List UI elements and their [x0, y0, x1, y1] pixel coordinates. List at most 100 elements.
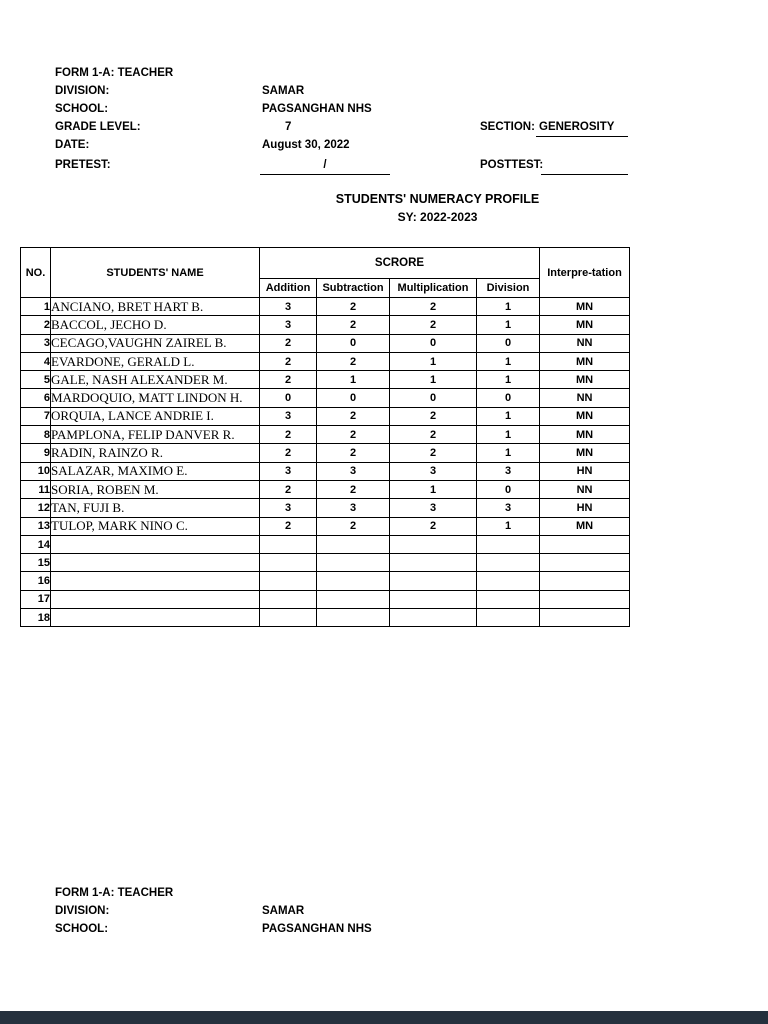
cell-multiplication: 2: [389, 406, 477, 427]
cell-subtraction: 2: [316, 406, 390, 427]
cell-subtraction: 2: [316, 315, 390, 335]
cell-division: 0: [475, 333, 541, 353]
cell-addition: 3: [259, 498, 317, 518]
cell-division: 1: [475, 296, 541, 317]
cell-student-name: SALAZAR, MAXIMO E.: [50, 461, 260, 481]
cell-row-number: 11: [20, 479, 51, 500]
section-value: GENEROSITY: [536, 120, 628, 137]
cell-subtraction: 0: [316, 388, 390, 408]
cell-student-name: [50, 534, 260, 555]
cell-subtraction: 2: [316, 443, 390, 463]
table-row: 9 RADIN, RAINZO R. 2 2 2 1 MN: [20, 443, 631, 463]
cell-row-number: 8: [20, 425, 51, 445]
cell-multiplication: 2: [389, 296, 477, 317]
cell-row-number: 1: [20, 296, 51, 317]
cell-addition: [259, 571, 317, 591]
table-row: 17: [20, 589, 631, 610]
cell-multiplication: [389, 589, 477, 610]
table-row: 4 EVARDONE, GERALD L. 2 2 1 1 MN: [20, 351, 631, 372]
division-label: DIVISION:: [55, 85, 110, 97]
table-row: 3 CECAGO,VAUGHN ZAIREL B. 2 0 0 0 NN: [20, 333, 631, 353]
footer-division-label: DIVISION:: [55, 905, 110, 917]
cell-interpretation: NN: [539, 479, 631, 500]
cell-interpretation: MN: [539, 315, 631, 335]
cell-subtraction: 2: [316, 516, 390, 536]
col-header-addition: Addition: [259, 278, 317, 298]
cell-subtraction: 1: [316, 370, 390, 390]
cell-subtraction: [316, 553, 390, 573]
table-row: 12 TAN, FUJI B. 3 3 3 3 HN: [20, 498, 631, 518]
table-row: 10 SALAZAR, MAXIMO E. 3 3 3 3 HN: [20, 461, 631, 481]
cell-subtraction: [316, 608, 390, 628]
table-row: 13 TULOP, MARK NINO C. 2 2 2 1 MN: [20, 516, 631, 536]
cell-addition: 0: [259, 388, 317, 408]
posttest-value: [541, 158, 628, 175]
cell-division: 1: [475, 425, 541, 445]
table-row: 7 ORQUIA, LANCE ANDRIE I. 3 2 2 1 MN: [20, 406, 631, 427]
cell-interpretation: [539, 571, 631, 591]
cell-multiplication: [389, 608, 477, 628]
cell-interpretation: MN: [539, 370, 631, 390]
cell-student-name: ANCIANO, BRET HART B.: [50, 296, 260, 317]
cell-division: 1: [475, 351, 541, 372]
col-header-students-name: STUDENTS' NAME: [50, 247, 260, 298]
pretest-label: PRETEST:: [55, 159, 111, 171]
cell-multiplication: 1: [389, 479, 477, 500]
cell-division: 1: [475, 516, 541, 536]
footer-form-title: FORM 1-A: TEACHER: [55, 887, 174, 899]
cell-student-name: CECAGO,VAUGHN ZAIREL B.: [50, 333, 260, 353]
grade-level-label: GRADE LEVEL:: [55, 121, 141, 133]
col-header-subtraction: Subtraction: [316, 278, 390, 298]
table-row: 15: [20, 553, 631, 573]
posttest-label: POSTTEST:: [480, 159, 544, 171]
table-row: 18: [20, 608, 631, 628]
cell-addition: 3: [259, 296, 317, 317]
table-body: 1 ANCIANO, BRET HART B. 3 2 2 1 MN 2 BAC…: [20, 296, 631, 628]
cell-multiplication: 3: [389, 498, 477, 518]
cell-division: 0: [475, 388, 541, 408]
cell-interpretation: MN: [539, 351, 631, 372]
cell-addition: [259, 534, 317, 555]
cell-subtraction: 2: [316, 351, 390, 372]
cell-addition: 2: [259, 425, 317, 445]
cell-division: 1: [475, 443, 541, 463]
page-title: STUDENTS' NUMERACY PROFILE: [335, 192, 540, 206]
cell-interpretation: NN: [539, 388, 631, 408]
cell-division: [475, 608, 541, 628]
cell-row-number: 17: [20, 589, 51, 610]
cell-division: [475, 571, 541, 591]
cell-subtraction: [316, 589, 390, 610]
cell-division: [475, 553, 541, 573]
cell-student-name: PAMPLONA, FELIP DANVER R.: [50, 425, 260, 445]
cell-row-number: 14: [20, 534, 51, 555]
col-header-score-group: SCRORE: [258, 247, 541, 279]
cell-multiplication: 1: [389, 351, 477, 372]
col-header-division: Division: [475, 278, 541, 298]
cell-subtraction: 2: [316, 296, 390, 317]
cell-interpretation: MN: [539, 406, 631, 427]
cell-division: 3: [475, 461, 541, 481]
cell-subtraction: 2: [316, 425, 390, 445]
cell-subtraction: [316, 534, 390, 555]
footer-school-label: SCHOOL:: [55, 923, 109, 935]
cell-student-name: [50, 589, 260, 610]
table-row: 14: [20, 534, 631, 555]
footer-school-value: PAGSANGHAN NHS: [262, 923, 372, 935]
cell-interpretation: [539, 553, 631, 573]
cell-row-number: 13: [20, 516, 51, 536]
cell-subtraction: [316, 571, 390, 591]
page-gap-bar: [0, 1011, 768, 1024]
cell-row-number: 16: [20, 571, 51, 591]
cell-student-name: GALE, NASH ALEXANDER M.: [50, 370, 260, 390]
table-row: 11 SORIA, ROBEN M. 2 2 1 0 NN: [20, 479, 631, 500]
cell-interpretation: [539, 589, 631, 610]
cell-student-name: EVARDONE, GERALD L.: [50, 351, 260, 372]
cell-multiplication: 2: [389, 516, 477, 536]
table-row: 5 GALE, NASH ALEXANDER M. 2 1 1 1 MN: [20, 370, 631, 390]
table-row: 2 BACCOL, JECHO D. 3 2 2 1 MN: [20, 315, 631, 335]
cell-multiplication: [389, 553, 477, 573]
table-row: 6 MARDOQUIO, MATT LINDON H. 0 0 0 0 NN: [20, 388, 631, 408]
cell-student-name: RADIN, RAINZO R.: [50, 443, 260, 463]
cell-subtraction: 2: [316, 479, 390, 500]
